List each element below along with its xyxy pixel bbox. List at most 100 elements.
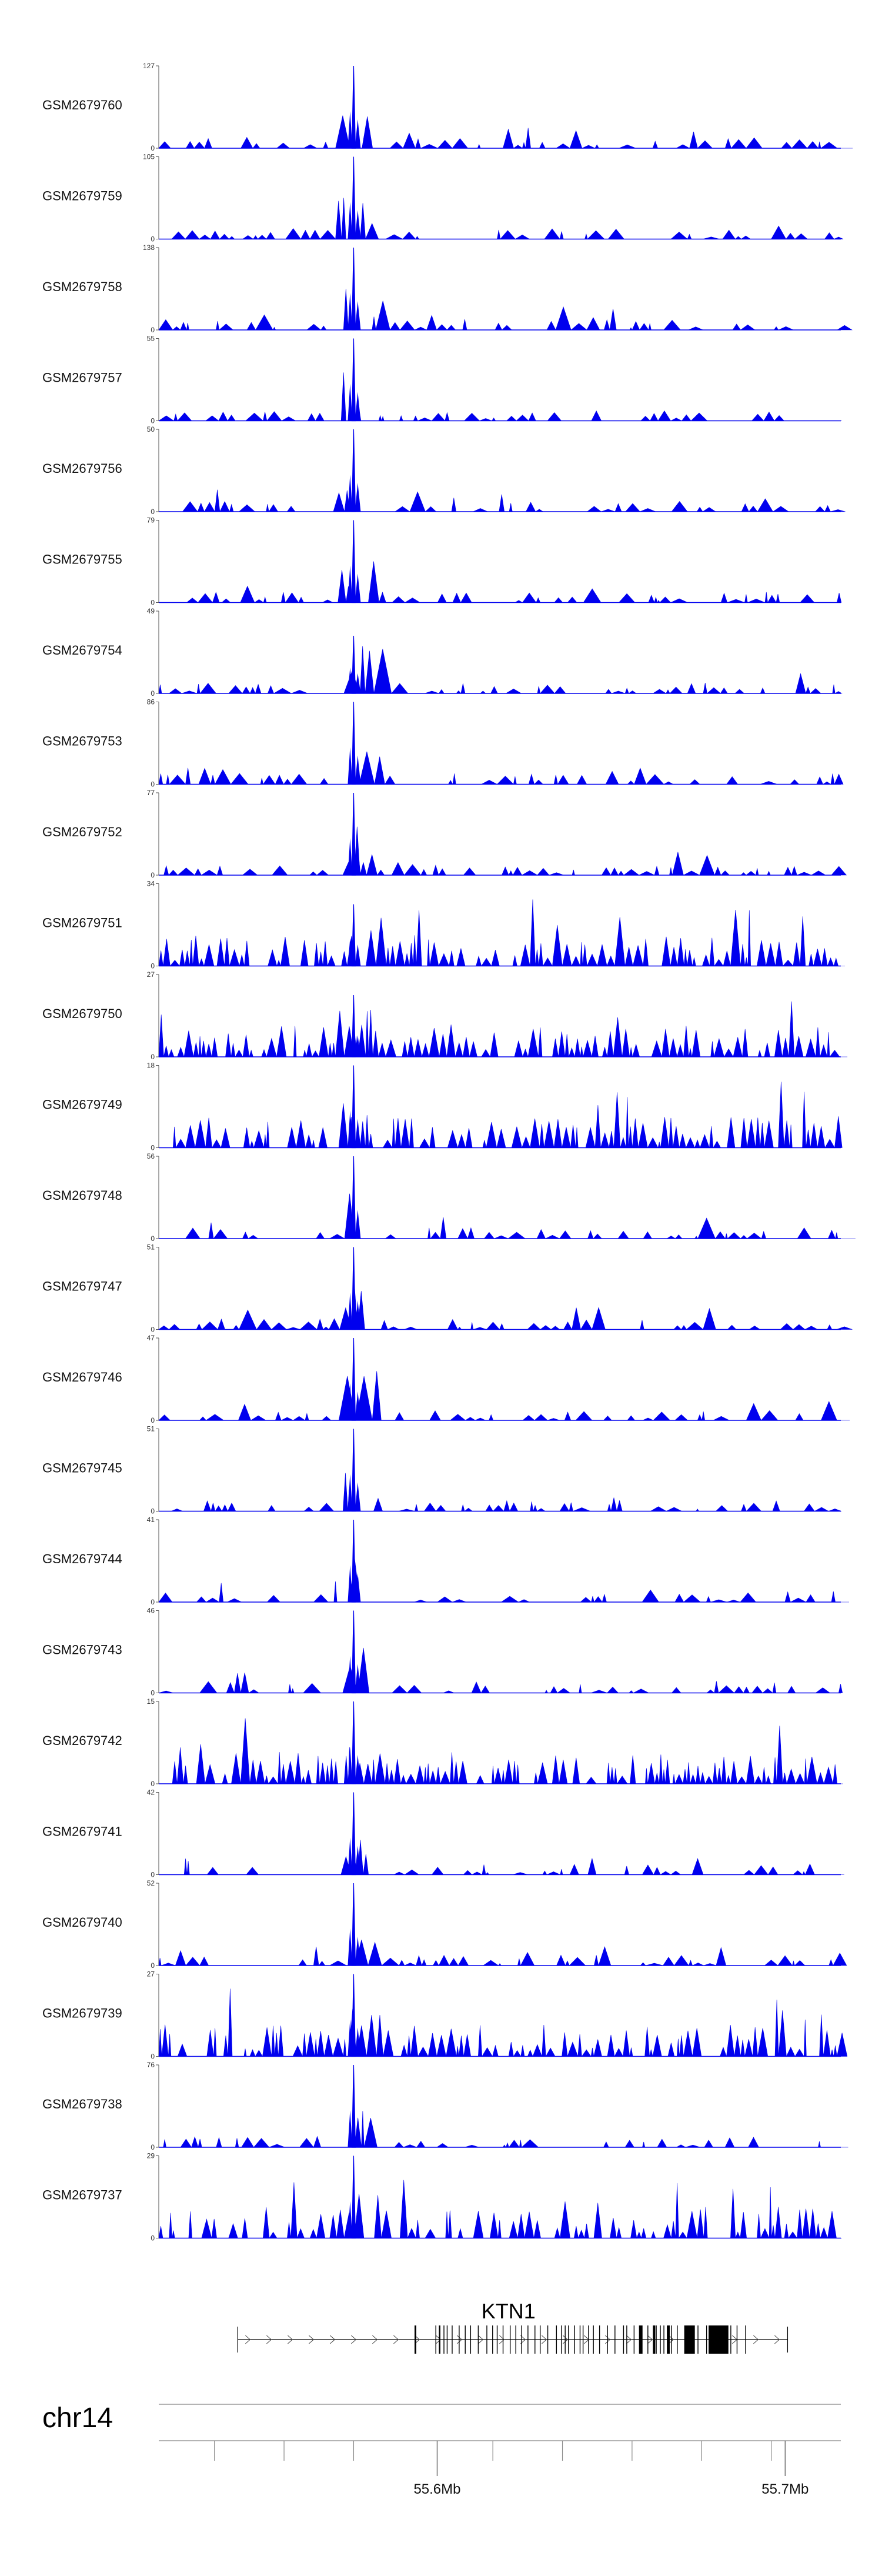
gene-exon [722,2325,729,2354]
track-GSM2679748: GSM2679748 56 0 [42,1152,856,1243]
coverage-area [159,1473,842,1512]
coverage-area [159,1840,844,1876]
track-max-label: 41 [147,1516,155,1524]
gene-exon [647,2325,649,2354]
coverage-peak-shoulder [348,938,353,966]
track-max-label: 52 [147,1879,155,1887]
track-max-label: 105 [143,153,155,161]
coverage-area [159,1193,856,1239]
track-label: GSM2679740 [42,1915,122,1930]
track-min-label: 0 [151,1780,155,1788]
strand-arrow-icon [415,2335,420,2344]
coverage-peak [351,702,356,785]
track-label: GSM2679747 [42,1279,122,1294]
track-label: GSM2679757 [42,371,122,385]
strand-arrow-icon [351,2335,357,2344]
coverage-peak-shoulder [355,1664,361,1693]
track-min-label: 0 [151,689,155,698]
track-max-label: 49 [147,607,155,615]
coverage-area [158,1001,848,1058]
coverage-peak [351,1974,356,2057]
gene-exon [492,2325,493,2354]
track-max-label: 86 [147,698,155,706]
track-GSM2679755: GSM2679755 79 0 [42,516,842,607]
strand-arrow-icon [309,2335,315,2344]
coverage-peak-shoulder [355,573,361,603]
track-GSM2679746: GSM2679746 47 0 [42,1334,850,1424]
coverage-area [158,1289,853,1330]
gene-exon [639,2325,643,2354]
gene-track: KTN1 [237,2299,789,2354]
coverage-area [158,2180,842,2239]
gene-exon [547,2325,549,2354]
gene-exon [730,2325,731,2354]
coverage-peak-shoulder [348,383,353,421]
gene-exon [439,2325,440,2354]
track-max-label: 56 [147,1152,155,1160]
gene-exon [477,2325,479,2354]
track-min-label: 0 [151,1234,155,1243]
coverage-peak [351,1701,356,1784]
track-max-label: 51 [147,1243,155,1252]
gene-exon [465,2325,466,2354]
track-label: GSM2679753 [42,734,122,749]
chromosome-label: chr14 [42,2403,113,2434]
coverage-peak [351,1065,356,1149]
coverage-peak [351,1519,356,1603]
track-max-label: 51 [147,1425,155,1433]
coverage-peak-shoulder [348,1747,353,1784]
strand-arrow-icon [393,2335,399,2344]
track-GSM2679752: GSM2679752 77 0 [42,789,847,879]
track-min-label: 0 [151,599,155,607]
gene-exon [588,2325,589,2354]
coverage-peak [351,1247,356,1330]
track-min-label: 0 [151,144,155,152]
strand-arrow-icon [774,2335,780,2344]
strand-arrow-icon [436,2335,442,2344]
genome-axis: chr14 55.6Mb 55.7Mb [42,2403,841,2497]
track-label: GSM2679745 [42,1461,122,1476]
track-min-label: 0 [151,1961,155,1970]
coverage-peak-shoulder [355,210,361,239]
coverage-peak [351,65,356,149]
track-max-label: 27 [147,970,155,979]
coverage-peak-shoulder [348,475,353,512]
coverage-peak-shoulder [355,1482,361,1511]
track-label: GSM2679755 [42,552,122,567]
coverage-peak-shoulder [355,2118,361,2147]
coverage-area [159,198,844,240]
strand-arrow-icon [288,2335,293,2344]
strand-arrow-icon [457,2335,463,2344]
coverage-peak-shoulder [348,202,353,239]
coverage-peak-shoulder [348,111,353,148]
strand-arrow-icon [669,2335,674,2344]
track-min-label: 0 [151,1053,155,1061]
coverage-peak-shoulder [355,483,361,512]
coverage-peak-shoulder [355,1755,361,1784]
coverage-peak-shoulder [355,1119,361,1148]
coverage-peak-shoulder [348,1110,353,1148]
gene-exon [614,2325,616,2354]
track-max-label: 34 [147,880,155,888]
axis-tick-label: 55.7Mb [761,2481,808,2497]
track-min-label: 0 [151,417,155,425]
gene-exon [534,2325,536,2354]
gene-exon [564,2325,566,2354]
track-label: GSM2679748 [42,1188,122,1203]
track-label: GSM2679737 [42,2188,122,2203]
track-label: GSM2679751 [42,916,122,930]
track-min-label: 0 [151,508,155,516]
coverage-peak [351,520,356,603]
coverage-peak-shoulder [348,565,353,603]
coverage-peak-shoulder [348,1837,353,1875]
coverage-area [158,1940,847,1967]
coverage-peak-shoulder [348,2019,353,2057]
coverage-peak-shoulder [355,673,361,693]
coverage-peak-shoulder [355,846,361,875]
gene-exon [623,2325,624,2354]
coverage-peak [351,904,356,967]
coverage-peak-shoulder [355,1035,361,1057]
track-min-label: 0 [151,1507,155,1516]
gene-exon [521,2325,522,2354]
track-min-label: 0 [151,962,155,970]
